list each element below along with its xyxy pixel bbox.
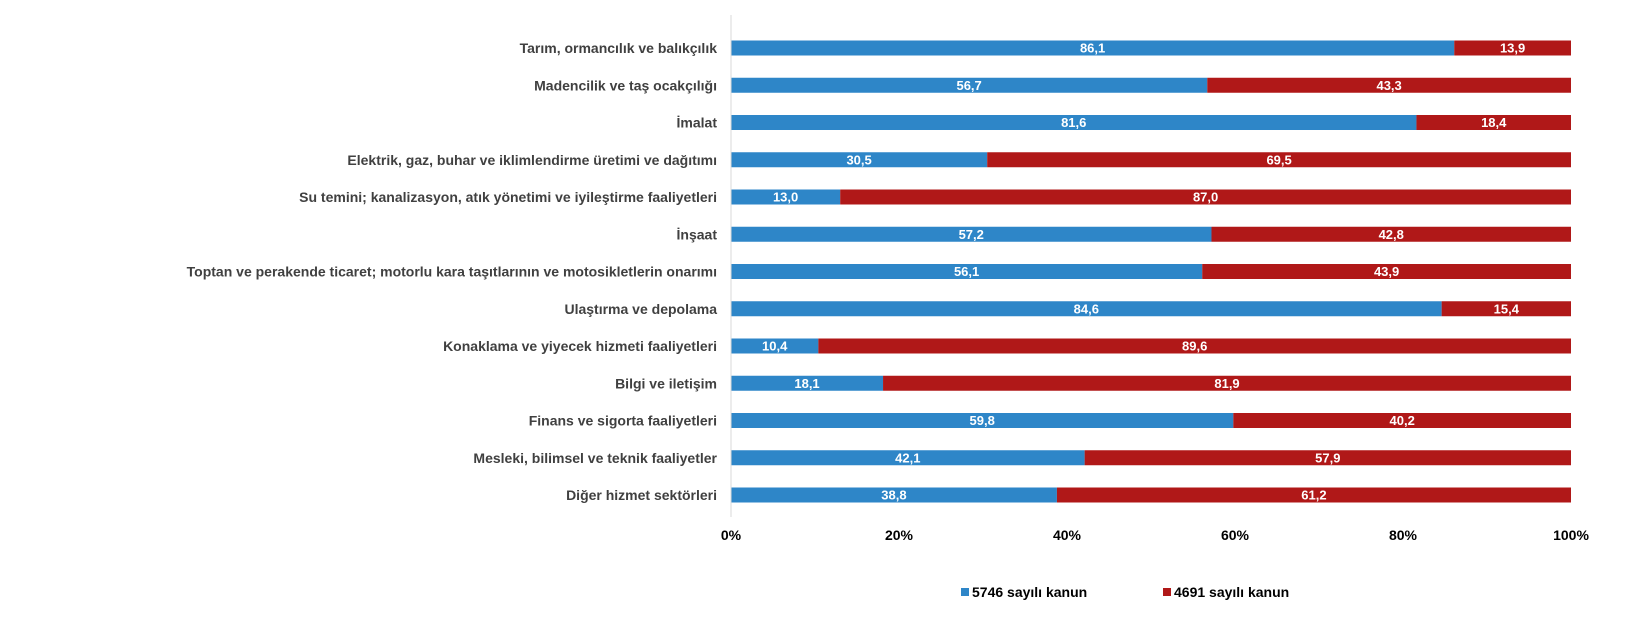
bar-segment	[818, 338, 1571, 354]
legend-swatch	[961, 588, 969, 596]
category-label: Tarım, ormancılık ve balıkçılık	[520, 40, 718, 56]
category-label: İmalat	[677, 115, 718, 131]
bar-segment	[1454, 40, 1571, 56]
bar-segment	[883, 375, 1571, 391]
data-label: 86,1	[1080, 41, 1105, 56]
bar-segment	[731, 450, 1085, 466]
bar-segment	[1211, 226, 1571, 242]
x-tick-label: 0%	[721, 527, 742, 543]
x-axis: 0% 20% 40% 60% 80% 100%	[721, 15, 1589, 543]
data-label: 13,0	[773, 190, 798, 205]
legend: 5746 sayılı kanun 4691 sayılı kanun	[961, 584, 1289, 600]
category-labels: Tarım, ormancılık ve balıkçılık Madencili…	[187, 40, 718, 503]
data-label: 84,6	[1074, 301, 1099, 316]
bar-segment	[731, 189, 841, 205]
category-label: Bilgi ve iletişim	[615, 375, 717, 391]
data-label: 81,6	[1061, 115, 1086, 130]
bar-segment	[731, 226, 1212, 242]
bar-segment	[731, 413, 1234, 428]
data-label: 59,8	[970, 413, 995, 428]
bars-layer: 86,1 13,9 56,7 43,3 81,6 18,4 30,5 69,5 13,0 87,0…	[731, 40, 1571, 503]
x-tick-label: 40%	[1053, 527, 1082, 543]
x-tick-label: 80%	[1389, 527, 1418, 543]
bar-segment	[731, 264, 1203, 279]
data-label: 57,2	[959, 227, 984, 242]
legend-label: 5746 sayılı kanun	[972, 584, 1087, 600]
bar-segment	[1233, 413, 1571, 428]
data-label: 87,0	[1193, 190, 1218, 205]
data-label: 42,1	[895, 450, 920, 465]
data-label: 38,8	[881, 488, 906, 503]
category-label: Madencilik ve taş ocakçılığı	[534, 77, 717, 93]
category-label: Su temini; kanalizasyon, atık yönetimi v…	[299, 189, 717, 205]
data-label: 81,9	[1214, 376, 1239, 391]
bar-segment	[731, 301, 1442, 317]
bar-segment	[731, 375, 884, 391]
category-label: Toptan ve perakende ticaret; motorlu kar…	[187, 264, 717, 280]
bar-segment	[1202, 264, 1571, 279]
category-label: Finans ve sigorta faaliyetleri	[529, 413, 717, 429]
data-label: 13,9	[1500, 41, 1525, 56]
data-label: 18,1	[794, 376, 819, 391]
data-label: 30,5	[846, 152, 871, 167]
bar-segment	[731, 115, 1417, 130]
data-label: 89,6	[1182, 339, 1207, 354]
bar-segment	[1056, 487, 1571, 503]
data-label: 56,1	[954, 264, 979, 279]
data-label: 61,2	[1301, 488, 1326, 503]
bar-segment	[1441, 301, 1571, 317]
bar-segment	[731, 152, 988, 168]
category-label: Elektrik, gaz, buhar ve iklimlendirme ür…	[347, 152, 717, 168]
data-label: 69,5	[1266, 152, 1291, 167]
data-label: 43,9	[1374, 264, 1399, 279]
bar-segment	[987, 152, 1571, 168]
bar-segment	[1416, 115, 1571, 130]
bar-segment	[731, 338, 819, 354]
bar-segment	[1207, 77, 1571, 93]
bar-segment	[1084, 450, 1571, 466]
bar-segment	[731, 77, 1208, 93]
category-label: Mesleki, bilimsel ve teknik faaliyetler	[473, 450, 717, 466]
bar-segment	[731, 40, 1455, 56]
x-tick-label: 100%	[1553, 527, 1589, 543]
x-tick-label: 20%	[885, 527, 914, 543]
data-label: 57,9	[1315, 450, 1340, 465]
data-label: 43,3	[1376, 78, 1401, 93]
category-label: Konaklama ve yiyecek hizmeti faaliyetler…	[443, 338, 717, 354]
bar-segment	[731, 487, 1057, 503]
x-tick-label: 60%	[1221, 527, 1250, 543]
data-label: 10,4	[762, 339, 788, 354]
legend-label: 4691 sayılı kanun	[1174, 584, 1289, 600]
category-label: Diğer hizmet sektörleri	[566, 487, 717, 503]
data-label: 40,2	[1390, 413, 1415, 428]
data-label: 18,4	[1481, 115, 1507, 130]
legend-swatch	[1163, 588, 1171, 596]
data-label: 15,4	[1494, 301, 1520, 316]
data-label: 42,8	[1379, 227, 1404, 242]
data-label: 56,7	[956, 78, 981, 93]
category-label: Ulaştırma ve depolama	[564, 301, 717, 317]
category-label: İnşaat	[677, 226, 718, 242]
bar-segment	[840, 189, 1571, 205]
